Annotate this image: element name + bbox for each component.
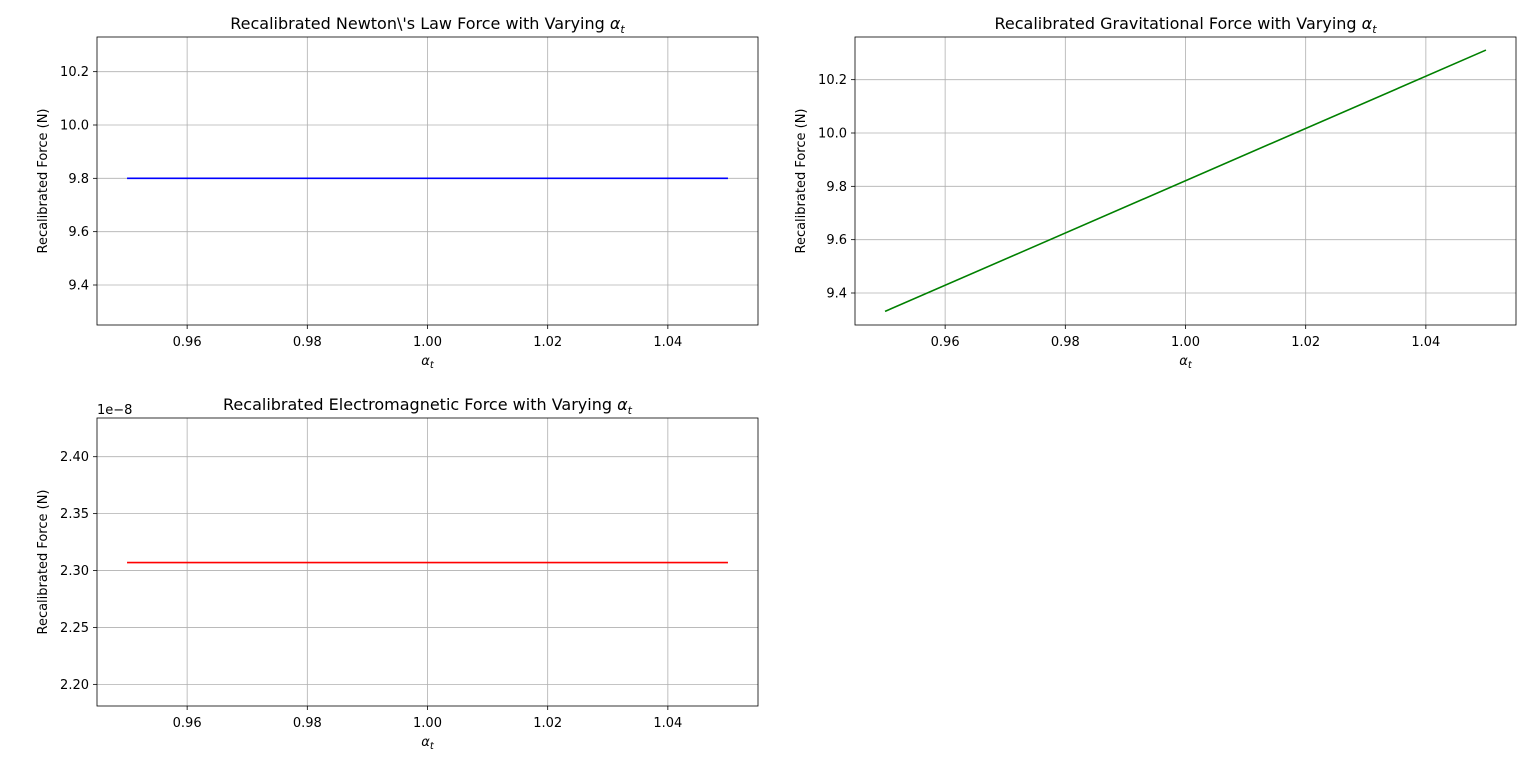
y-axis-label: Recalibrated Force (N) <box>36 109 51 254</box>
chart-title: Recalibrated Newton\'s Law Force with Va… <box>230 14 625 36</box>
x-tick-label: 0.98 <box>1051 335 1080 350</box>
x-axis-label-symbol: α <box>1179 354 1188 369</box>
chart-title-text: Recalibrated Newton\'s Law Force with Va… <box>230 14 610 33</box>
x-tick-label: 1.02 <box>533 716 562 731</box>
chart-title-subscript: t <box>628 404 633 417</box>
x-tick-label: 0.96 <box>173 335 202 350</box>
chart-title: Recalibrated Electromagnetic Force with … <box>223 395 633 417</box>
chart-title-subscript: t <box>1372 23 1377 36</box>
chart-title: Recalibrated Gravitational Force with Va… <box>994 14 1377 36</box>
x-tick-label: 0.96 <box>931 335 960 350</box>
x-tick-label: 0.98 <box>293 716 322 731</box>
x-tick-label: 1.00 <box>413 335 442 350</box>
x-axis-label-subscript: t <box>430 741 435 752</box>
y-tick-label: 10.0 <box>60 119 89 134</box>
x-tick-label: 1.00 <box>413 716 442 731</box>
y-tick-label: 9.8 <box>68 172 89 187</box>
y-tick-label: 2.25 <box>60 621 89 636</box>
chart-title-symbol: α <box>617 395 628 414</box>
chart-newton: 0.96 0.98 1.00 1.02 1.04 9.4 9.6 9.8 10.0 10.2 Rec… <box>36 14 759 371</box>
chart-electromagnetic: 0.96 0.98 1.00 1.02 1.04 2.20 2.25 2.30 2.35 2.40… <box>36 395 759 752</box>
y-tick-label: 9.6 <box>68 225 89 240</box>
y-tick-label: 2.40 <box>60 450 89 465</box>
y-tick-label: 2.30 <box>60 564 89 579</box>
chart-title-text: Recalibrated Electromagnetic Force with … <box>223 395 617 414</box>
chart-title-subscript: t <box>620 23 625 36</box>
series-line <box>884 49 1487 313</box>
y-tick-label: 2.35 <box>60 507 89 522</box>
y-offset-label: 1e−8 <box>97 403 132 418</box>
x-tick-label: 1.02 <box>1291 335 1320 350</box>
x-axis-label: αt <box>421 735 435 752</box>
x-tick-label: 1.04 <box>1411 335 1440 350</box>
y-axis-label: Recalibrated Force (N) <box>794 109 809 254</box>
x-axis-label: αt <box>1179 354 1193 371</box>
y-axis-label: Recalibrated Force (N) <box>36 490 51 635</box>
x-tick-label: 0.96 <box>173 716 202 731</box>
y-tick-label: 10.2 <box>818 73 847 88</box>
x-axis-label-symbol: α <box>421 354 430 369</box>
y-tick-label: 9.8 <box>826 180 847 195</box>
x-axis-label: αt <box>421 354 435 371</box>
x-tick-label: 0.98 <box>293 335 322 350</box>
x-axis-label-subscript: t <box>1188 360 1193 371</box>
y-tick-label: 10.0 <box>818 127 847 142</box>
chart-title-symbol: α <box>610 14 621 33</box>
x-tick-label: 1.04 <box>653 335 682 350</box>
chart-gravitational: 0.96 0.98 1.00 1.02 1.04 9.4 9.6 9.8 10.0 10.2 Rec… <box>794 14 1517 371</box>
x-tick-label: 1.04 <box>653 716 682 731</box>
chart-title-text: Recalibrated Gravitational Force with Va… <box>994 14 1361 33</box>
y-tick-label: 10.2 <box>60 65 89 80</box>
x-tick-label: 1.02 <box>533 335 562 350</box>
x-axis-label-subscript: t <box>430 360 435 371</box>
y-tick-label: 9.4 <box>826 287 847 302</box>
y-tick-label: 9.6 <box>826 233 847 248</box>
x-tick-label: 1.00 <box>1171 335 1200 350</box>
y-tick-label: 2.20 <box>60 678 89 693</box>
x-axis-label-symbol: α <box>421 735 430 750</box>
chart-title-symbol: α <box>1362 14 1373 33</box>
y-tick-label: 9.4 <box>68 279 89 294</box>
